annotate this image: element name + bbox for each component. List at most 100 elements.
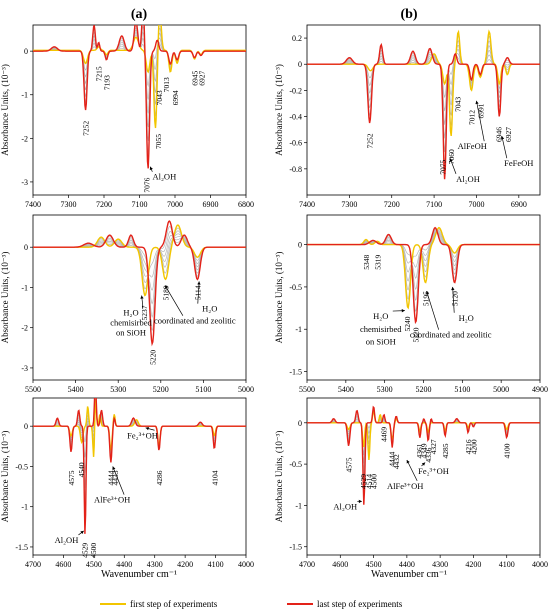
peak-label: 4286 (155, 470, 164, 485)
y-axis-label: Absorbance Units, (10⁻³) (274, 431, 284, 523)
axes-frame (306, 24, 541, 196)
intermediate-spectrum-line (33, 26, 246, 128)
annotation-arrowhead (401, 309, 405, 313)
peak-label: 4469 (380, 427, 389, 442)
x-tick-label: 4700 (25, 560, 41, 569)
x-tick-label: 5200 (153, 385, 169, 394)
peak-label: 4327 (429, 439, 438, 454)
peak-label: 4216 (464, 439, 473, 454)
annotation-label: on SiOH (366, 336, 396, 346)
annotation-arrowhead (449, 158, 453, 162)
peak-label: 4432 (392, 454, 401, 469)
intermediate-spectrum-line (307, 35, 540, 126)
peak-label: 4361 (415, 443, 424, 458)
peak-label: 7215 (95, 66, 104, 81)
series-line-first-step (307, 29, 540, 137)
series-line-last-step (307, 405, 540, 505)
x-tick-label: 4000 (238, 560, 254, 569)
intermediate-spectrum-line (33, 27, 246, 114)
x-tick-label: 7200 (96, 200, 112, 209)
y-tick-label: -0.5 (289, 460, 302, 469)
annotation-arrowhead (145, 426, 149, 431)
peak-label: 7012 (467, 110, 476, 125)
x-tick-label: 4300 (147, 560, 163, 569)
x-tick-label: 5400 (68, 385, 84, 394)
x-tick-label: 5500 (299, 385, 315, 394)
x-tick-label: 5500 (25, 385, 41, 394)
peak-label: 5195 (421, 291, 430, 306)
x-tick-label: 4400 (116, 560, 132, 569)
annotation-arrowhead (421, 462, 426, 466)
annotation-arrow (406, 459, 418, 482)
x-tick-label: 6900 (511, 200, 527, 209)
annotation-arrow (164, 285, 184, 316)
x-tick-label: 5400 (338, 385, 354, 394)
x-tick-label: 4500 (366, 560, 382, 569)
y-axis-label: Absorbance Units, (10⁻³) (274, 252, 284, 344)
peak-label: 6927 (504, 127, 513, 142)
y-tick-label: 0 (298, 241, 302, 250)
y-tick-label: 0 (298, 419, 302, 428)
annotation-arrowhead (165, 285, 169, 289)
annotation-label: H₂O (202, 304, 217, 314)
y-tick-label: -1.5 (289, 543, 302, 552)
y-axis-label: Absorbance Units, (10⁻³) (0, 64, 10, 156)
peak-label: 7043 (155, 90, 164, 105)
annotation-arrowhead (425, 291, 430, 295)
x-tick-label: 4000 (532, 560, 548, 569)
y-tick-label: -0.8 (289, 165, 302, 174)
peak-label: 5319 (373, 255, 382, 270)
peak-label: 4104 (210, 470, 219, 485)
y-tick-label: -1.5 (15, 543, 28, 552)
y-tick-label: -1 (295, 501, 302, 510)
y-tick-label: 0 (24, 243, 28, 252)
peak-label: 7193 (102, 75, 111, 90)
annotation-label: Fe₂³⁺OH (418, 466, 449, 476)
y-tick-label: -3 (21, 178, 28, 187)
annotation-label: AlFe³⁺OH (94, 495, 130, 505)
peak-label: 6927 (198, 71, 207, 86)
chart-panel-b2: 5500 5400 5300 5200 5100 5000 4900 0 -0.5 -1 -1.5 A… (274, 214, 548, 394)
intermediate-spectrum-line (33, 233, 246, 291)
x-tick-label: 5000 (493, 385, 509, 394)
annotation-arrowhead (80, 530, 84, 535)
y-tick-label: -1 (295, 325, 302, 334)
y-tick-label: -0.6 (289, 139, 302, 148)
intermediate-spectrum-line (33, 25, 246, 155)
peak-label: 4444 (388, 451, 397, 466)
peak-label: 4336 (424, 447, 433, 462)
peak-label: 5348 (362, 255, 371, 270)
series-line-last-step (307, 226, 540, 325)
chart-panel-a3: 4700 4600 4500 4400 4300 4200 4100 4000 0 -0.5 -1 -… (0, 397, 254, 569)
series-line-last-step (33, 398, 246, 534)
series-line-last-step (307, 42, 540, 180)
chart-panel-a1: 7400 7300 7200 7100 7000 6900 6800 0 -1 -2 -3 Absor… (0, 24, 254, 209)
intermediate-spectrum-line (33, 398, 246, 519)
y-axis-label: Absorbance Units, (10⁻³) (274, 64, 284, 156)
x-tick-label: 7300 (341, 200, 357, 209)
y-tick-label: -0.5 (289, 283, 302, 292)
annotation-arrowhead (406, 459, 410, 464)
peak-label: 7055 (154, 134, 163, 149)
series-line-first-step (33, 224, 246, 297)
annotation-label: Al₂OH (456, 174, 480, 184)
annotation-label: chemisirbed (360, 324, 402, 334)
plot-area (33, 25, 246, 169)
x-tick-label: 4100 (208, 560, 224, 569)
x-tick-label: 4200 (465, 560, 481, 569)
chart-panel-b3: 4700 4600 4500 4400 4300 4200 4100 4000 0 -0.5 -1 -… (274, 397, 548, 569)
peak-label: 4200 (469, 439, 478, 454)
intermediate-spectrum-line (33, 25, 246, 117)
y-tick-label: 0 (24, 422, 28, 431)
peak-label: 5237 (140, 305, 149, 320)
peak-label: 4100 (503, 443, 512, 458)
x-tick-label: 7000 (468, 200, 484, 209)
legend-label-first: first step of experiments (130, 599, 218, 609)
annotation-arrowhead (140, 295, 144, 299)
annotation-arrowhead (149, 166, 153, 171)
annotation-arrow (197, 281, 200, 304)
x-tick-label: 4100 (499, 560, 515, 569)
x-tick-label: 6900 (203, 200, 219, 209)
y-tick-label: -2 (21, 134, 28, 143)
x-tick-label: 5200 (416, 385, 432, 394)
